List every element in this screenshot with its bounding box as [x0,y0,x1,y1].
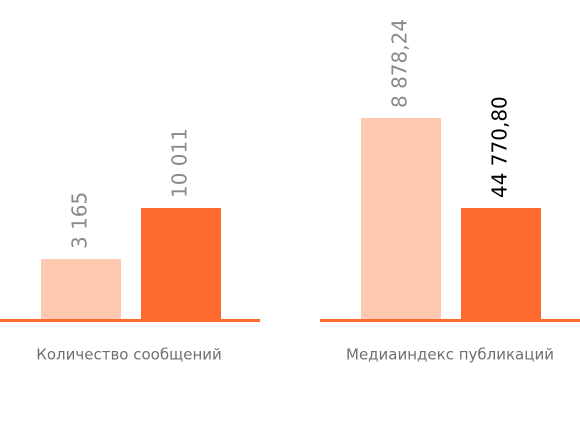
chart-panel-2: 8 878,24 44 770,80 Медиаиндекс публикаций [320,19,580,364]
bar-1-2 [141,208,221,319]
bar-value-label: 3 165 [68,192,92,249]
bar-2-1 [361,118,441,319]
bar-2-2 [461,208,541,319]
bar-value-label: 8 878,24 [388,19,412,108]
bar-value-label: 10 011 [168,128,192,198]
bar-value-label: 44 770,80 [488,96,512,198]
category-label: Медиаиндекс публикаций [346,346,554,364]
category-label: Количество сообщений [36,346,222,364]
bar-1-1 [41,259,121,319]
chart-panel-1: 3 165 10 011 Количество сообщений [0,128,260,364]
